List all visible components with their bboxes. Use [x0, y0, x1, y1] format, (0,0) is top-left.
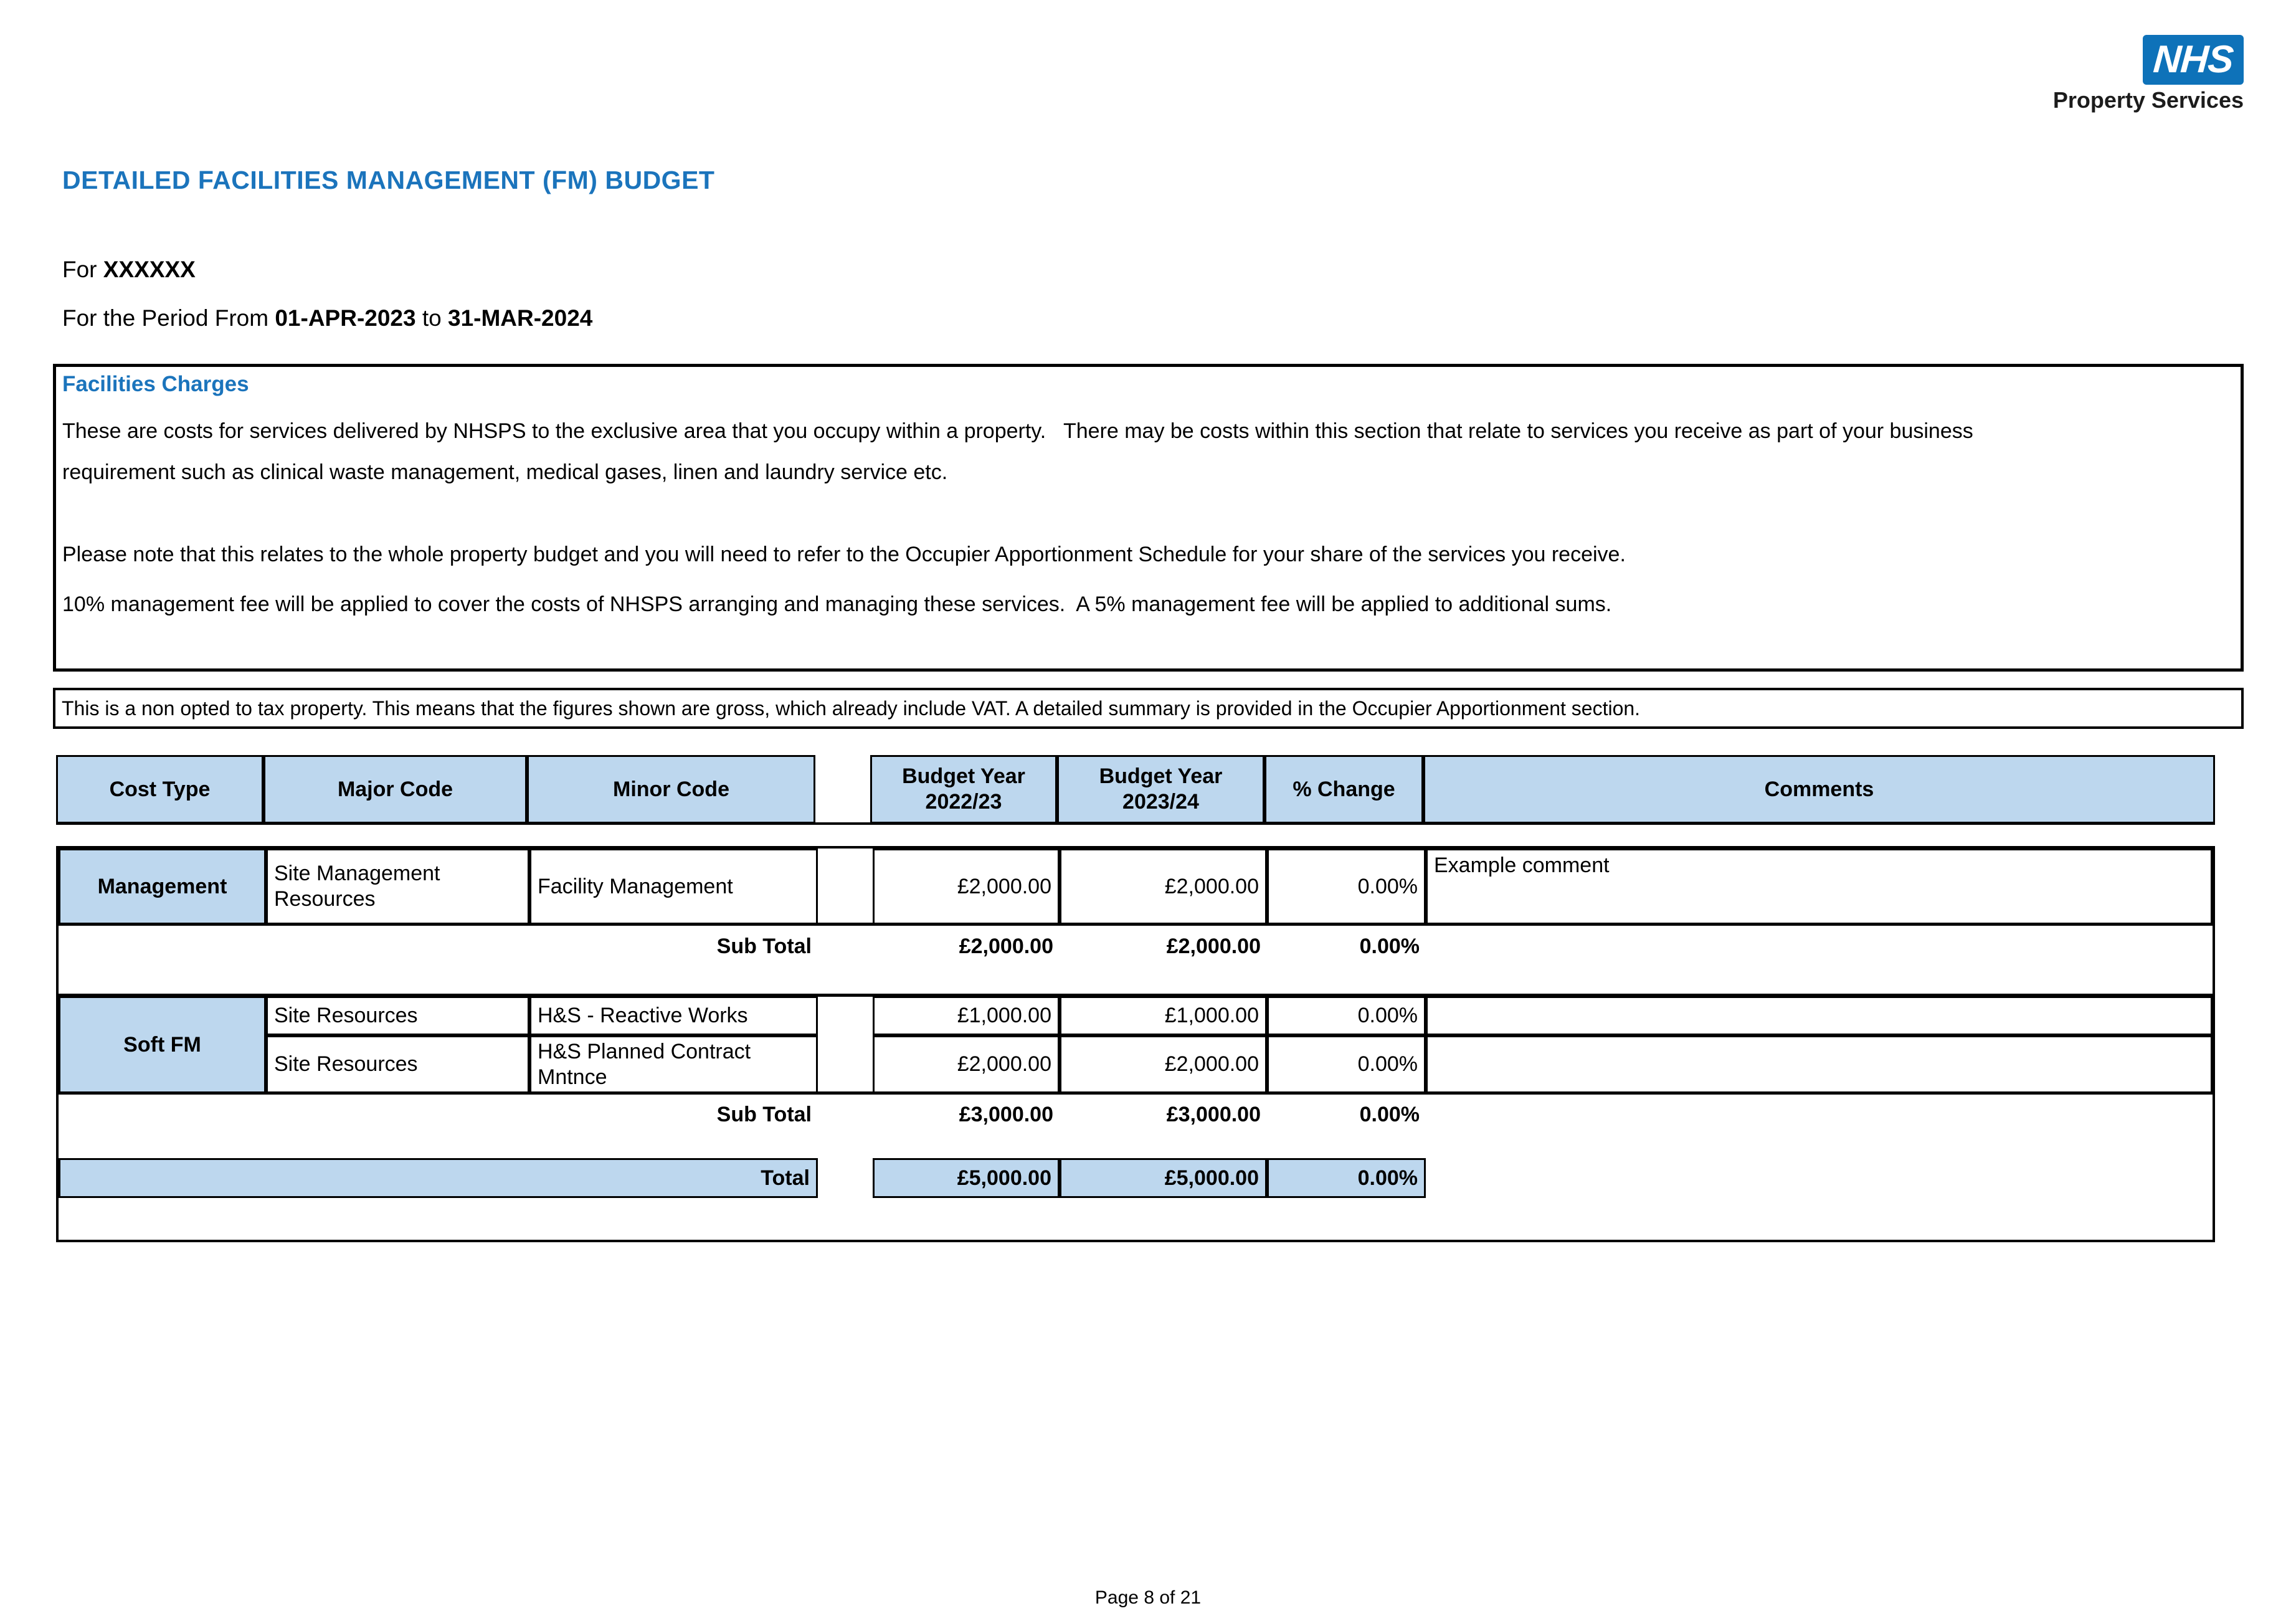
management-cost-type-cell: Management — [59, 849, 266, 925]
management-subtotal-change: 0.00% — [1359, 934, 1420, 958]
header-comments: Comments — [1423, 755, 2215, 824]
softfm-row2-by1-cell: £2,000.00 — [873, 1035, 1060, 1093]
softfm-row1-by1-cell: £1,000.00 — [873, 996, 1060, 1035]
for-value: XXXXXX — [103, 257, 196, 282]
softfm-row2-change-cell: 0.00% — [1267, 1035, 1426, 1093]
management-minor-code-cell: Facility Management — [529, 849, 818, 925]
header-cost-type: Cost Type — [56, 755, 263, 824]
softfm-row2-major-cell: Site Resources — [266, 1035, 529, 1093]
softfm-subtotal-by1: £3,000.00 — [959, 1103, 1053, 1126]
softfm-subtotal-change: 0.00% — [1359, 1103, 1420, 1126]
period-line: For the Period From 01-APR-2023 to 31-MA… — [62, 305, 592, 331]
period-prefix: For the Period From — [62, 305, 275, 331]
softfm-row1-comment-cell — [1426, 996, 2213, 1035]
tax-note-text: This is a non opted to tax property. Thi… — [62, 696, 1641, 720]
management-by1-cell: £2,000.00 — [873, 849, 1060, 925]
softfm-group-bottom-border — [59, 1091, 2213, 1095]
header-minor-code: Minor Code — [527, 755, 815, 824]
softfm-row2-minor-cell: H&S Planned Contract Mntnce — [529, 1035, 818, 1093]
softfm-row2-comment-cell — [1426, 1035, 2213, 1093]
softfm-row1-by2-cell: £1,000.00 — [1060, 996, 1267, 1035]
facilities-charges-box: Facilities Charges These are costs for s… — [53, 364, 2244, 672]
softfm-subtotal-label: Sub Total — [716, 1103, 812, 1126]
logo-subtitle: Property Services — [2052, 87, 2244, 113]
softfm-subtotal-by2: £3,000.00 — [1166, 1103, 1261, 1126]
facilities-paragraph-2: Please note that this relates to the who… — [62, 543, 1626, 566]
for-prefix: For — [62, 257, 103, 282]
header-budget-year-2023-24: Budget Year 2023/24 — [1057, 755, 1264, 824]
management-by2-cell: £2,000.00 — [1060, 849, 1267, 925]
facilities-charges-heading: Facilities Charges — [62, 372, 249, 396]
facilities-paragraph-1: These are costs for services delivered b… — [62, 419, 1973, 484]
management-subtotal-by1: £2,000.00 — [959, 934, 1053, 958]
softfm-cost-type-cell: Soft FM — [59, 996, 266, 1093]
nhs-logo-text: NHS — [2151, 38, 2235, 81]
softfm-row1-change-cell: 0.00% — [1267, 996, 1426, 1035]
period-mid: to — [415, 305, 448, 331]
softfm-row2-by2-cell: £2,000.00 — [1060, 1035, 1267, 1093]
tax-note-box: This is a non opted to tax property. Thi… — [53, 688, 2244, 729]
nhs-logo: NHS — [2143, 35, 2244, 85]
total-label-cell: Total — [59, 1158, 818, 1198]
management-comment-cell: Example comment — [1426, 849, 2213, 925]
management-subtotal-label: Sub Total — [716, 934, 812, 958]
page-title: DETAILED FACILITIES MANAGEMENT (FM) BUDG… — [62, 166, 715, 194]
softfm-row1-major-cell: Site Resources — [266, 996, 529, 1035]
management-subtotal-by2: £2,000.00 — [1166, 934, 1261, 958]
total-change-cell: 0.00% — [1267, 1158, 1426, 1198]
budget-table-header: Cost Type Major Code Minor Code Budget Y… — [56, 755, 2215, 825]
period-from-date: 01-APR-2023 — [275, 305, 416, 331]
management-major-code-cell: Site Management Resources — [266, 849, 529, 925]
management-row-divider — [59, 923, 2213, 926]
header-major-code: Major Code — [263, 755, 527, 824]
facilities-paragraph-3: 10% management fee will be applied to co… — [62, 592, 1612, 616]
softfm-group-top-border — [59, 994, 2213, 997]
management-change-cell: 0.00% — [1267, 849, 1426, 925]
total-by1-cell: £5,000.00 — [873, 1158, 1060, 1198]
total-by2-cell: £5,000.00 — [1060, 1158, 1267, 1198]
period-to-date: 31-MAR-2024 — [448, 305, 593, 331]
softfm-row1-minor-cell: H&S - Reactive Works — [529, 996, 818, 1035]
budget-table-body: Management Site Management Resources Fac… — [56, 846, 2215, 1242]
page-footer: Page 8 of 21 — [1094, 1587, 1202, 1608]
header-budget-year-2022-23: Budget Year 2022/23 — [870, 755, 1057, 824]
header-pct-change: % Change — [1264, 755, 1423, 824]
for-line: For XXXXXX — [62, 257, 196, 283]
